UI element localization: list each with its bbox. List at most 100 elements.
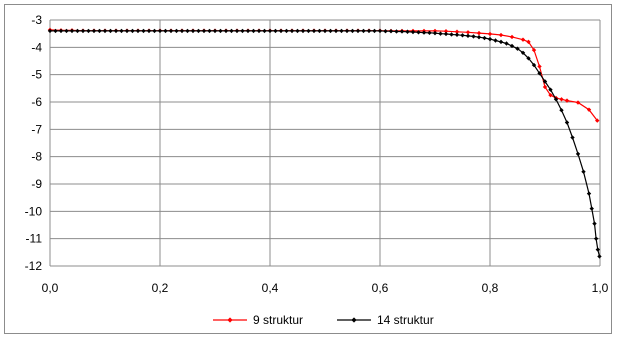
x-tick-label: 0,2 [152,281,169,295]
data-point [520,37,526,42]
data-point [586,107,592,112]
data-point [548,87,553,92]
data-point [163,28,168,34]
data-point [537,64,542,69]
series-14-struktur [47,28,602,259]
data-point [383,29,388,34]
data-point [146,28,152,34]
y-tick-label: -4 [31,40,42,54]
data-point [130,28,135,34]
data-point [256,28,262,34]
data-point [509,43,515,49]
data-point [595,118,600,123]
data-point [240,28,245,34]
data-point [438,31,443,36]
data-point [476,30,482,36]
data-point [91,28,97,34]
data-point [498,32,504,38]
data-point [311,28,317,34]
data-point [234,28,240,34]
data-point [75,28,80,34]
data-point [218,28,223,34]
y-tick-label: -12 [25,259,43,273]
y-tick-label: -11 [26,232,43,246]
data-point [504,41,509,46]
y-tick-label: -5 [31,68,42,82]
data-point [97,28,102,34]
data-point [295,28,300,34]
data-point [328,28,333,34]
data-point [595,247,600,252]
data-point [465,30,471,35]
data-point [531,62,537,68]
data-point [124,28,130,34]
data-point [454,32,460,37]
data-point [476,35,482,40]
y-tick-label: -3 [31,13,42,27]
series-line-9-struktur [49,29,598,121]
data-point [229,28,234,34]
data-point [223,28,229,34]
legend-marker [227,317,233,323]
data-point [355,28,361,34]
data-point [377,28,383,34]
data-point [185,28,190,34]
data-point [559,97,564,102]
data-point [64,28,69,34]
data-point [553,97,559,102]
data-point [174,28,179,34]
data-point [366,28,372,34]
data-point [537,71,542,76]
data-point [531,47,537,53]
data-point [317,28,322,34]
data-point [113,28,119,34]
y-tick-label: -9 [31,177,42,191]
data-point [339,28,344,34]
data-point [526,56,531,61]
data-point [168,28,174,34]
data-point [135,28,141,34]
data-point [47,28,53,34]
data-point [542,79,548,84]
x-tick-label: 1,0 [592,281,609,295]
x-tick-label: 0,8 [482,281,499,295]
data-point [108,28,113,34]
data-point [548,92,553,98]
data-point [443,29,449,34]
data-point [498,39,504,45]
data-point [564,98,570,103]
data-point [58,28,64,34]
data-point [245,28,251,34]
legend-label: 9 struktur [253,313,303,327]
data-point [454,29,460,34]
data-point [361,28,366,34]
data-point [515,46,520,51]
y-tick-label: -10 [25,204,43,218]
data-point [284,28,289,34]
data-point [190,28,196,34]
data-point [410,29,416,35]
data-point [157,28,163,34]
data-point [509,34,515,40]
data-point [589,206,594,211]
data-point [421,30,427,35]
data-point [559,108,564,113]
data-point [333,28,339,34]
data-point [449,32,454,37]
data-point [141,28,146,34]
data-point [465,33,471,39]
y-tick-label: -6 [31,95,42,109]
data-point [460,33,465,38]
data-point [394,29,399,34]
data-point [399,29,405,34]
data-point [212,28,218,34]
legend-label: 14 struktur [377,313,434,327]
data-point [152,28,157,34]
data-point [273,28,278,34]
data-point [564,120,570,125]
data-point [416,30,421,35]
x-tick-label: 0,6 [372,281,389,295]
legend-marker [351,317,357,323]
data-point [542,84,548,90]
data-point [278,28,284,34]
